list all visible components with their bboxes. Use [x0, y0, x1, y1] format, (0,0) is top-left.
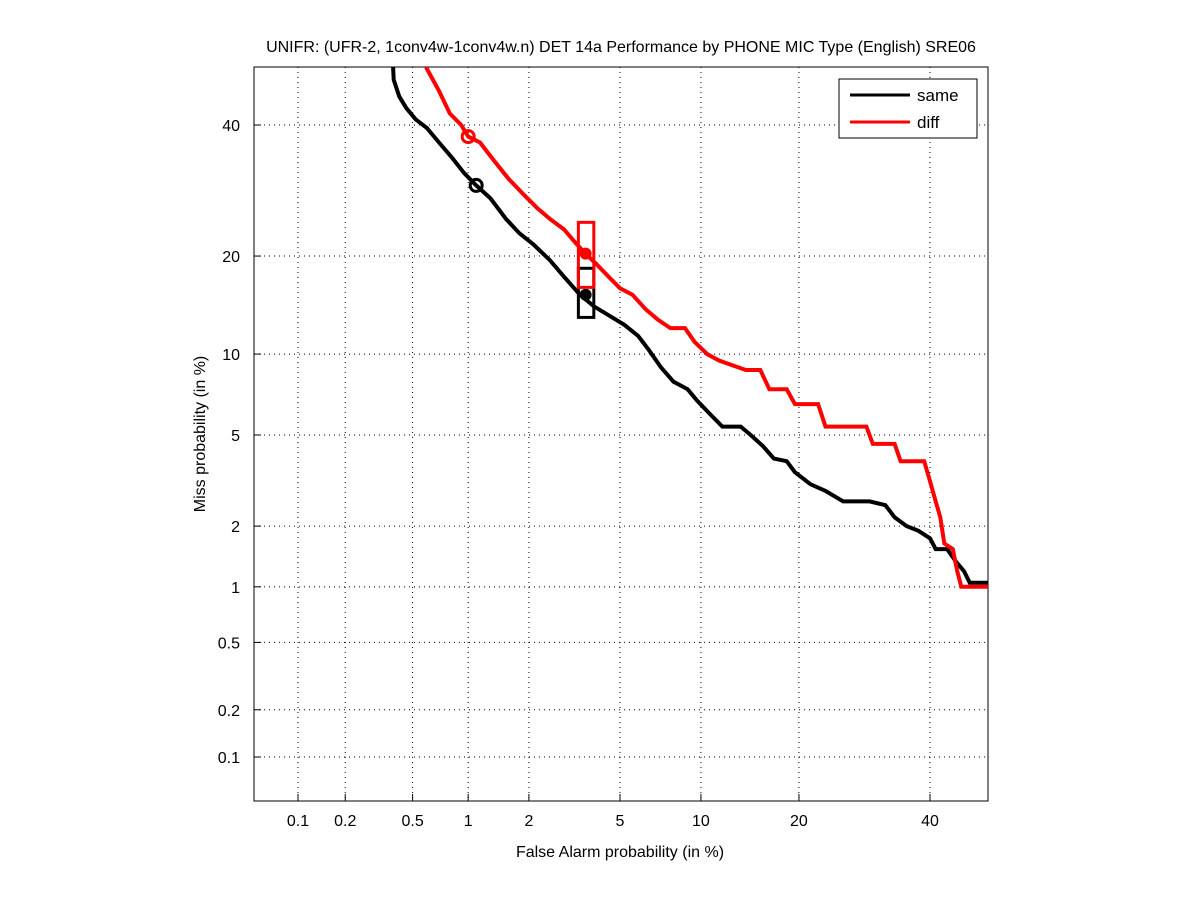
- plot-area: [253, 66, 989, 802]
- x-tick-label: 40: [921, 813, 939, 830]
- x-tick-label: 0.1: [287, 813, 309, 830]
- legend-label-same: same: [917, 86, 959, 105]
- y-axis: 0.1 0.2 0.5 1 2 5 10 20 40: [218, 118, 261, 767]
- x-tick-label: 5: [616, 813, 625, 830]
- y-tick-label: 0.5: [218, 635, 240, 652]
- x-tick-label: 0.5: [401, 813, 423, 830]
- confidence-box-same: [576, 266, 596, 319]
- y-tick-label: 10: [222, 347, 240, 364]
- det-curve-same: [391, 67, 988, 585]
- min-dcf-marker-diff: [460, 129, 476, 145]
- actual-dcf-marker-same: [579, 288, 592, 301]
- legend-label-diff: diff: [917, 113, 940, 132]
- det-curve-diff: [424, 67, 988, 589]
- actual-dcf-marker-diff: [579, 247, 592, 260]
- x-tick-label: 20: [790, 813, 808, 830]
- y-tick-label: 40: [222, 118, 240, 135]
- y-tick-label: 0.1: [218, 750, 240, 767]
- series-layer: [391, 67, 988, 589]
- x-axis-label: False Alarm probability (in %): [516, 844, 724, 861]
- y-tick-label: 20: [222, 249, 240, 266]
- x-tick-label: 1: [464, 813, 473, 830]
- x-axis: 0.1 0.2 0.5 1 2 5 10 20 40: [287, 794, 939, 830]
- x-tick-label: 0.2: [334, 813, 356, 830]
- y-axis-label: Miss probability (in %): [192, 356, 209, 512]
- y-tick-label: 0.2: [218, 703, 240, 720]
- min-dcf-marker-same: [468, 177, 484, 193]
- legend: same diff: [838, 78, 978, 139]
- series-diff: [424, 67, 988, 589]
- y-tick-label: 2: [231, 519, 240, 536]
- series-same: [391, 67, 988, 585]
- confidence-box-diff: [576, 220, 596, 289]
- x-tick-label: 2: [524, 813, 533, 830]
- x-tick-label: 10: [692, 813, 710, 830]
- legend-box: [838, 78, 978, 139]
- chart-title: UNIFR: (UFR-2, 1conv4w-1conv4w.n) DET 14…: [266, 39, 976, 56]
- y-tick-label: 1: [231, 580, 240, 597]
- y-tick-label: 5: [231, 428, 240, 445]
